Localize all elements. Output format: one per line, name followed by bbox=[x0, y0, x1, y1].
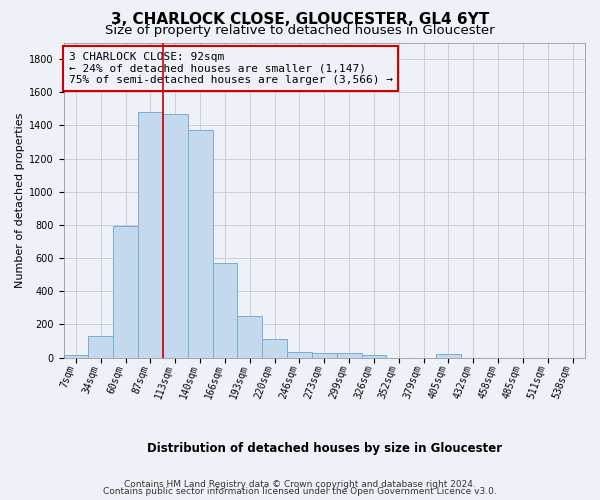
Bar bbox=[362, 355, 386, 358]
Text: Contains HM Land Registry data © Crown copyright and database right 2024.: Contains HM Land Registry data © Crown c… bbox=[124, 480, 476, 489]
Bar bbox=[337, 352, 362, 358]
Bar bbox=[436, 354, 461, 358]
Text: 3 CHARLOCK CLOSE: 92sqm
← 24% of detached houses are smaller (1,147)
75% of semi: 3 CHARLOCK CLOSE: 92sqm ← 24% of detache… bbox=[69, 52, 393, 85]
Y-axis label: Number of detached properties: Number of detached properties bbox=[15, 112, 25, 288]
Text: Contains public sector information licensed under the Open Government Licence v3: Contains public sector information licen… bbox=[103, 487, 497, 496]
Bar bbox=[287, 352, 312, 358]
Bar bbox=[163, 114, 188, 358]
Bar bbox=[138, 112, 163, 358]
Bar bbox=[262, 340, 287, 357]
X-axis label: Distribution of detached houses by size in Gloucester: Distribution of detached houses by size … bbox=[146, 442, 502, 455]
Bar bbox=[64, 355, 88, 358]
Bar bbox=[188, 130, 212, 358]
Bar bbox=[88, 336, 113, 357]
Bar bbox=[312, 352, 337, 358]
Bar bbox=[113, 226, 138, 358]
Text: 3, CHARLOCK CLOSE, GLOUCESTER, GL4 6YT: 3, CHARLOCK CLOSE, GLOUCESTER, GL4 6YT bbox=[111, 12, 489, 28]
Text: Size of property relative to detached houses in Gloucester: Size of property relative to detached ho… bbox=[105, 24, 495, 37]
Bar bbox=[238, 316, 262, 358]
Bar bbox=[212, 263, 238, 358]
